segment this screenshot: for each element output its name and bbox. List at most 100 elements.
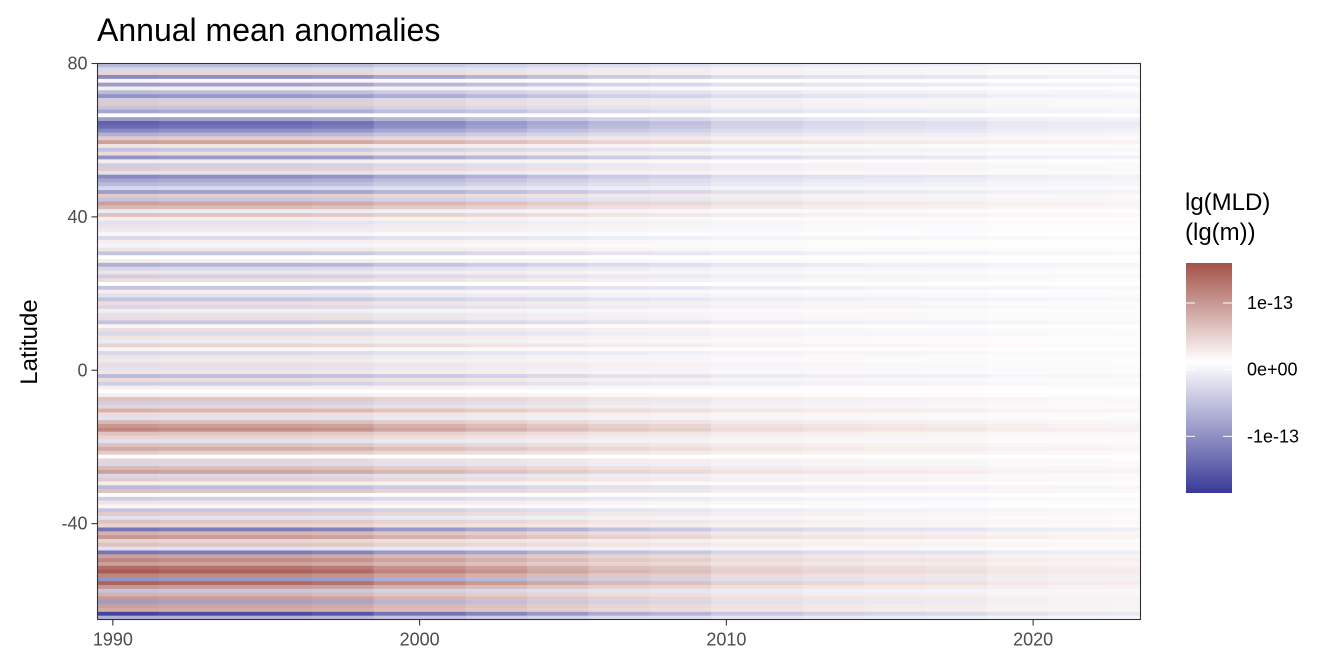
heatmap-cell (312, 504, 375, 509)
heatmap-cell (312, 124, 375, 130)
heatmap-cell (987, 182, 1050, 187)
heatmap-cell (649, 581, 712, 586)
heatmap-cell (312, 216, 375, 222)
heatmap-cell (803, 82, 866, 88)
heatmap-cell (864, 546, 927, 552)
heatmap-cell (158, 159, 313, 164)
heatmap-cell (711, 400, 804, 406)
heatmap-cell (465, 592, 528, 598)
heatmap-cell (925, 75, 988, 80)
heatmap-cell (1109, 377, 1142, 383)
heatmap-cell (649, 523, 712, 529)
heatmap-cell (526, 270, 589, 275)
heatmap-cell (312, 343, 375, 348)
heatmap-cell (1109, 611, 1142, 617)
heatmap-cell (526, 305, 589, 310)
heatmap-cell (803, 339, 866, 345)
heatmap-cell (649, 473, 712, 479)
heatmap-cell (97, 535, 160, 540)
heatmap-cell (987, 105, 1050, 111)
heatmap-cell (373, 90, 467, 95)
heatmap-cell (158, 278, 313, 283)
heatmap-cell (588, 400, 651, 406)
heatmap-cell (711, 220, 804, 226)
heatmap-cell (1109, 178, 1142, 183)
heatmap-cell (803, 561, 866, 567)
heatmap-cell (864, 577, 927, 582)
heatmap-cell (312, 136, 375, 141)
heatmap-cell (312, 389, 375, 394)
heatmap-cell (312, 67, 375, 72)
heatmap-cell (526, 508, 589, 513)
heatmap-cell (588, 109, 651, 114)
heatmap-cell (158, 220, 313, 226)
heatmap-cell (526, 435, 589, 440)
heatmap-cell (526, 308, 589, 314)
heatmap-cell (1109, 190, 1142, 195)
heatmap-cell (987, 416, 1050, 421)
heatmap-cell (711, 247, 804, 252)
heatmap-cell (588, 255, 651, 260)
heatmap-cell (803, 282, 866, 287)
heatmap-cell (864, 159, 927, 164)
heatmap-cell (925, 489, 988, 494)
heatmap-cell (803, 105, 866, 111)
heatmap-cell (864, 354, 927, 360)
heatmap-cell (987, 297, 1050, 302)
heatmap-cell (465, 393, 528, 398)
heatmap-cell (864, 561, 927, 567)
heatmap-cell (711, 538, 804, 544)
heatmap-cell (97, 224, 160, 229)
heatmap-cell (312, 454, 375, 460)
heatmap-cell (1048, 228, 1111, 233)
heatmap-cell (373, 454, 467, 460)
heatmap-cell (97, 167, 160, 172)
heatmap-cell (649, 531, 712, 536)
heatmap-cell (97, 259, 160, 264)
heatmap-cell (649, 236, 712, 241)
heatmap-cell (864, 389, 927, 394)
heatmap-cell (1109, 366, 1142, 371)
heatmap-cell (803, 67, 866, 72)
heatmap-cell (588, 113, 651, 118)
heatmap-cell (158, 324, 313, 329)
heatmap-cell (373, 412, 467, 417)
heatmap-cell (526, 289, 589, 295)
heatmap-cell (312, 339, 375, 345)
heatmap-cell (1048, 186, 1111, 191)
heatmap-cell (1109, 232, 1142, 237)
heatmap-cell (588, 569, 651, 575)
heatmap-cell (526, 324, 589, 329)
heatmap-cell (649, 63, 712, 68)
heatmap-cell (465, 351, 528, 356)
heatmap-cell (803, 554, 866, 559)
heatmap-cell (864, 435, 927, 440)
heatmap-cell (588, 389, 651, 394)
heatmap-cell (1109, 331, 1142, 337)
heatmap-cell (588, 531, 651, 536)
heatmap-cell (803, 324, 866, 329)
heatmap-cell (312, 397, 375, 402)
heatmap-cell (373, 147, 467, 153)
heatmap-cell (373, 354, 467, 360)
heatmap-cell (803, 454, 866, 460)
heatmap-cell (864, 339, 927, 345)
heatmap-cell (711, 182, 804, 187)
heatmap-cell (864, 105, 927, 111)
heatmap-cell (588, 289, 651, 295)
heatmap-cell (864, 320, 927, 325)
heatmap-cell (1048, 270, 1111, 275)
heatmap-cell (526, 381, 589, 387)
heatmap-cell (312, 508, 375, 513)
heatmap-cell (97, 362, 160, 368)
heatmap-cell (465, 312, 528, 318)
heatmap-cell (465, 427, 528, 433)
heatmap-cell (158, 366, 313, 371)
heatmap-cell (312, 243, 375, 249)
heatmap-cell (649, 347, 712, 352)
heatmap-cell (465, 75, 528, 80)
heatmap-cell (97, 435, 160, 440)
heatmap-cell (312, 312, 375, 318)
heatmap-cell (803, 519, 866, 525)
